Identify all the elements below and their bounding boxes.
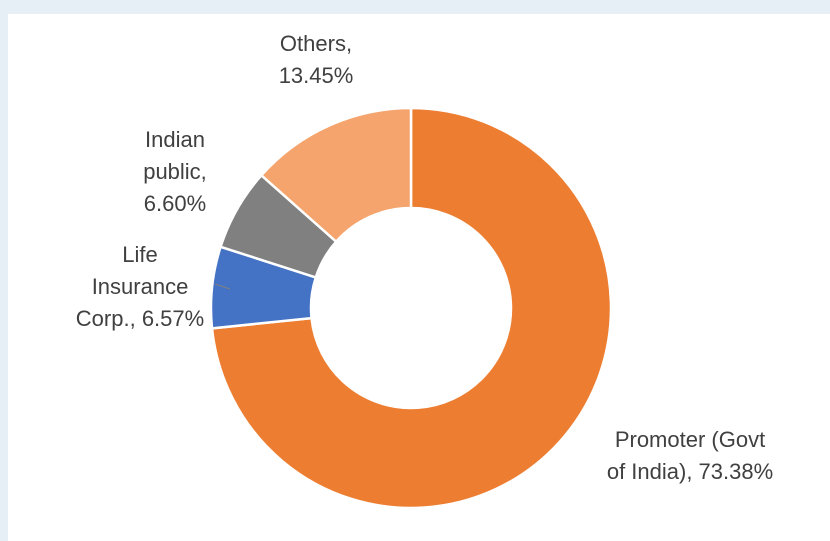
data-label: Others, (280, 31, 352, 56)
data-label: Corp., 6.57% (76, 306, 204, 331)
data-label: Life (122, 242, 157, 267)
data-label: public, (143, 159, 207, 184)
leader-line (214, 283, 231, 290)
slice (259, 106, 413, 244)
data-label: of India), 73.38% (607, 459, 773, 484)
data-label: Insurance (92, 274, 189, 299)
data-label: Indian (145, 127, 205, 152)
slices (209, 106, 613, 510)
data-label: 6.60% (144, 191, 206, 216)
labels: Promoter (Govt of India), 73.38% Life Insur… (76, 31, 773, 484)
slice (210, 106, 613, 510)
data-label: Promoter (Govt (615, 427, 765, 452)
data-label: 13.45% (279, 63, 354, 88)
